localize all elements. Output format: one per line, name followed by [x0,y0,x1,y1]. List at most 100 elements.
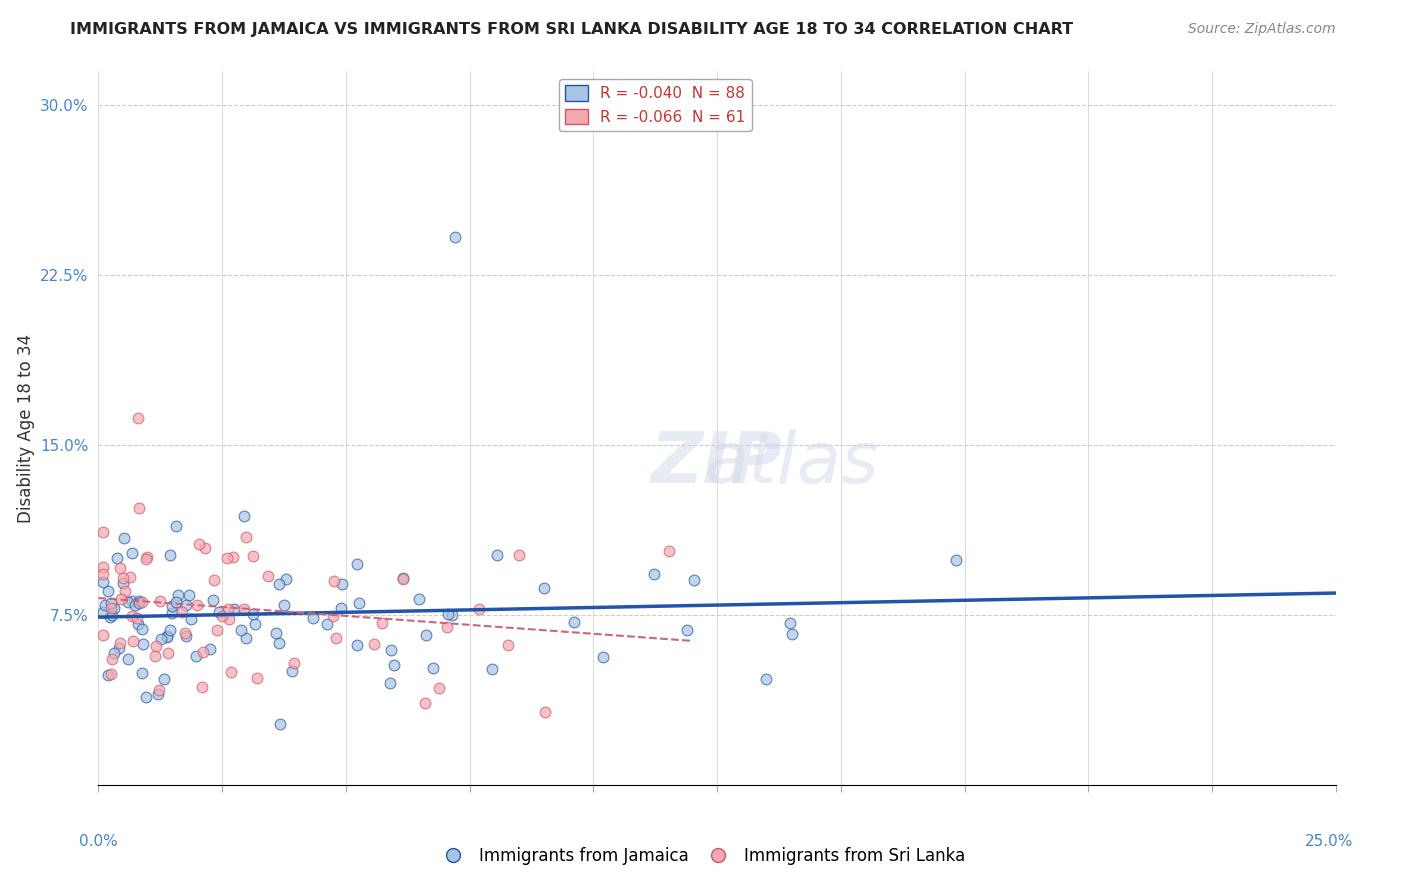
Point [945,552,967,566]
Point [380,676,402,690]
Text: atlas: atlas [704,429,879,499]
Point [683,573,706,587]
Point [127,411,149,425]
Point [264,625,287,640]
Point [180,612,202,626]
Point [211,609,233,624]
Point [100,652,122,666]
Point [112,532,135,546]
Point [191,645,214,659]
Point [165,519,187,533]
Point [146,687,169,701]
Text: IMMIGRANTS FROM JAMAICA VS IMMIGRANTS FROM SRI LANKA DISABILITY AGE 18 TO 34 COR: IMMIGRANTS FROM JAMAICA VS IMMIGRANTS FR… [70,22,1073,37]
Point [267,577,290,591]
Text: ZIP: ZIP [651,429,783,499]
Point [93,560,115,574]
Point [124,598,146,612]
Point [233,601,256,615]
Point [111,571,134,585]
Point [780,626,803,640]
Point [202,573,225,587]
Point [218,612,240,626]
Point [105,551,128,566]
Point [273,598,295,612]
Point [200,642,222,657]
Point [242,607,264,621]
Point [110,561,132,575]
Point [93,628,115,642]
Point [208,605,231,619]
Y-axis label: Disability Age 18 to 34: Disability Age 18 to 34 [17,334,35,523]
Point [219,665,242,680]
Point [131,665,153,680]
Point [93,524,115,539]
Point [246,672,269,686]
Point [415,628,437,642]
Point [562,615,585,630]
Point [174,629,197,643]
Point [676,623,699,637]
Point [269,716,291,731]
Point [107,640,129,655]
Point [323,574,346,588]
Point [149,594,172,608]
Point [100,596,122,610]
Point [118,570,141,584]
Point [127,617,149,632]
Point [269,636,291,650]
Point [363,637,385,651]
Point [121,593,143,607]
Point [100,666,122,681]
Point [117,651,139,665]
Point [98,609,121,624]
Point [188,537,211,551]
Point [232,508,254,523]
Point [481,662,503,676]
Point [194,541,217,556]
Point [93,605,115,619]
Point [441,607,464,622]
Point [202,592,225,607]
Point [205,623,228,637]
Text: Source: ZipAtlas.com: Source: ZipAtlas.com [1188,22,1336,37]
Point [274,573,297,587]
Point [347,596,370,610]
Point [217,602,239,616]
Point [103,646,125,660]
Point [222,550,245,565]
Point [330,576,353,591]
Point [392,572,415,586]
Point [243,617,266,632]
Point [755,672,778,686]
Point [150,632,173,646]
Point [125,611,148,625]
Point [436,620,458,634]
Point [392,571,415,585]
Point [422,661,444,675]
Point [128,594,150,608]
Point [231,623,253,637]
Point [658,544,681,558]
Point [108,636,131,650]
Point [498,638,520,652]
Point [257,569,280,583]
Point [485,548,508,562]
Point [302,611,325,625]
Point [427,681,450,695]
Point [468,602,491,616]
Point [167,587,190,601]
Point [143,648,166,663]
Point [172,605,194,619]
Legend: R = -0.040  N = 88, R = -0.066  N = 61: R = -0.040 N = 88, R = -0.066 N = 61 [560,79,751,131]
Point [215,551,238,566]
Point [97,668,120,682]
Point [508,548,530,562]
Point [155,629,177,643]
Point [159,549,181,563]
Point [156,630,179,644]
Point [280,664,302,678]
Point [283,656,305,670]
Point [131,637,153,651]
Point [408,591,430,606]
Point [121,546,143,560]
